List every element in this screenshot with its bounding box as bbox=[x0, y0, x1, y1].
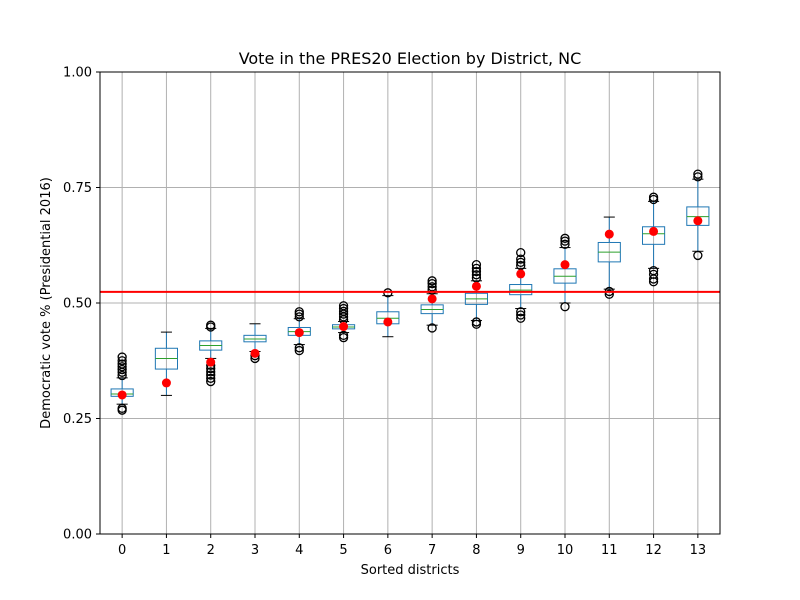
outlier-point bbox=[516, 257, 526, 267]
box-district-10 bbox=[553, 233, 577, 312]
outlier-point bbox=[117, 403, 127, 413]
marker-point bbox=[250, 348, 260, 358]
outlier-point bbox=[117, 364, 127, 375]
outlier-point bbox=[560, 233, 570, 243]
box-district-12 bbox=[642, 192, 666, 287]
outlier-point bbox=[338, 330, 349, 340]
outlier-point bbox=[471, 270, 482, 280]
outlier-point bbox=[294, 307, 304, 317]
chart-title: Vote in the PRES20 Election by District,… bbox=[239, 49, 582, 68]
outlier-point bbox=[206, 376, 216, 387]
y-tick-label: 0.50 bbox=[63, 297, 92, 312]
outlier-point bbox=[294, 343, 304, 353]
outlier-point bbox=[427, 285, 437, 295]
outlier-point bbox=[471, 317, 482, 327]
x-tick-label: 7 bbox=[428, 543, 436, 558]
x-tick-label: 10 bbox=[557, 543, 574, 558]
x-tick-label: 12 bbox=[645, 543, 662, 558]
outlier-point bbox=[516, 307, 526, 317]
y-tick-label: 0.00 bbox=[63, 528, 92, 543]
x-tick-label: 2 bbox=[207, 543, 215, 558]
box-district-8 bbox=[464, 260, 489, 329]
outlier-point bbox=[516, 254, 526, 264]
outlier-point bbox=[206, 370, 216, 380]
outlier-point bbox=[693, 172, 703, 182]
outlier-point bbox=[338, 306, 349, 316]
marker-point bbox=[471, 281, 481, 291]
box-district-4 bbox=[287, 307, 311, 356]
outlier-point bbox=[560, 302, 570, 312]
x-tick-label: 5 bbox=[339, 543, 347, 558]
outlier-point bbox=[471, 260, 482, 270]
outlier-point bbox=[648, 266, 659, 276]
outlier-point bbox=[117, 359, 127, 369]
outlier-point bbox=[471, 266, 482, 277]
x-axis-label: Sorted districts bbox=[361, 563, 460, 578]
marker-point bbox=[294, 328, 304, 338]
outlier-point bbox=[516, 247, 526, 258]
x-tick-label: 9 bbox=[517, 543, 525, 558]
y-axis-ticks: 0.00 0.25 0.50 0.75 1.00 bbox=[63, 66, 100, 543]
x-tick-label: 13 bbox=[690, 543, 707, 558]
outlier-point bbox=[206, 320, 216, 330]
boxes bbox=[110, 169, 710, 415]
outlier-point bbox=[427, 278, 437, 289]
x-tick-label: 1 bbox=[162, 543, 170, 558]
outlier-point bbox=[294, 312, 304, 322]
marker-point bbox=[383, 317, 393, 327]
marker-point bbox=[117, 390, 127, 400]
marker-point bbox=[339, 322, 349, 332]
outlier-point bbox=[294, 345, 304, 356]
outlier-point bbox=[693, 250, 703, 261]
outlier-point bbox=[206, 373, 216, 383]
outlier-point bbox=[693, 169, 703, 179]
y-tick-label: 0.75 bbox=[63, 181, 92, 196]
marker-point bbox=[649, 226, 659, 236]
outlier-point bbox=[427, 323, 437, 333]
box-district-1 bbox=[154, 331, 179, 396]
x-tick-label: 3 bbox=[251, 543, 259, 558]
outlier-point bbox=[516, 310, 526, 320]
outlier-point bbox=[117, 370, 127, 381]
marker-point bbox=[161, 378, 171, 388]
marker-point bbox=[693, 216, 703, 226]
outlier-point bbox=[338, 303, 349, 314]
x-tick-label: 0 bbox=[118, 543, 126, 558]
x-axis-ticks: 0 1 2 3 4 5 6 7 8 9 10 11 12 13 bbox=[118, 534, 706, 558]
marker-point bbox=[516, 269, 526, 279]
outlier-point bbox=[338, 301, 349, 311]
marker-point bbox=[560, 260, 570, 270]
y-axis-label: Democratic vote % (Presidential 2016) bbox=[39, 177, 54, 429]
outlier-point bbox=[471, 263, 482, 274]
outlier-point bbox=[648, 269, 659, 280]
outlier-point bbox=[604, 289, 614, 299]
x-tick-label: 4 bbox=[295, 543, 303, 558]
y-tick-label: 1.00 bbox=[63, 66, 92, 81]
marker-point bbox=[206, 357, 216, 367]
box-iqr bbox=[642, 226, 666, 245]
outlier-point bbox=[648, 192, 659, 202]
outlier-point bbox=[117, 352, 127, 362]
outlier-point bbox=[117, 362, 127, 372]
y-tick-label: 0.25 bbox=[63, 412, 92, 427]
outlier-point bbox=[117, 356, 127, 366]
box-district-13 bbox=[686, 169, 710, 261]
x-tick-label: 6 bbox=[384, 543, 392, 558]
outlier-point bbox=[560, 239, 570, 249]
outlier-point bbox=[206, 367, 216, 377]
marker-point bbox=[427, 294, 437, 304]
outlier-point bbox=[516, 313, 526, 323]
outlier-point bbox=[560, 236, 570, 246]
outlier-point bbox=[427, 276, 437, 286]
outlier-point bbox=[427, 282, 437, 292]
marker-point bbox=[604, 229, 614, 239]
x-tick-label: 8 bbox=[472, 543, 480, 558]
box-district-2 bbox=[199, 320, 223, 387]
x-tick-label: 11 bbox=[601, 543, 618, 558]
markers bbox=[117, 216, 703, 400]
